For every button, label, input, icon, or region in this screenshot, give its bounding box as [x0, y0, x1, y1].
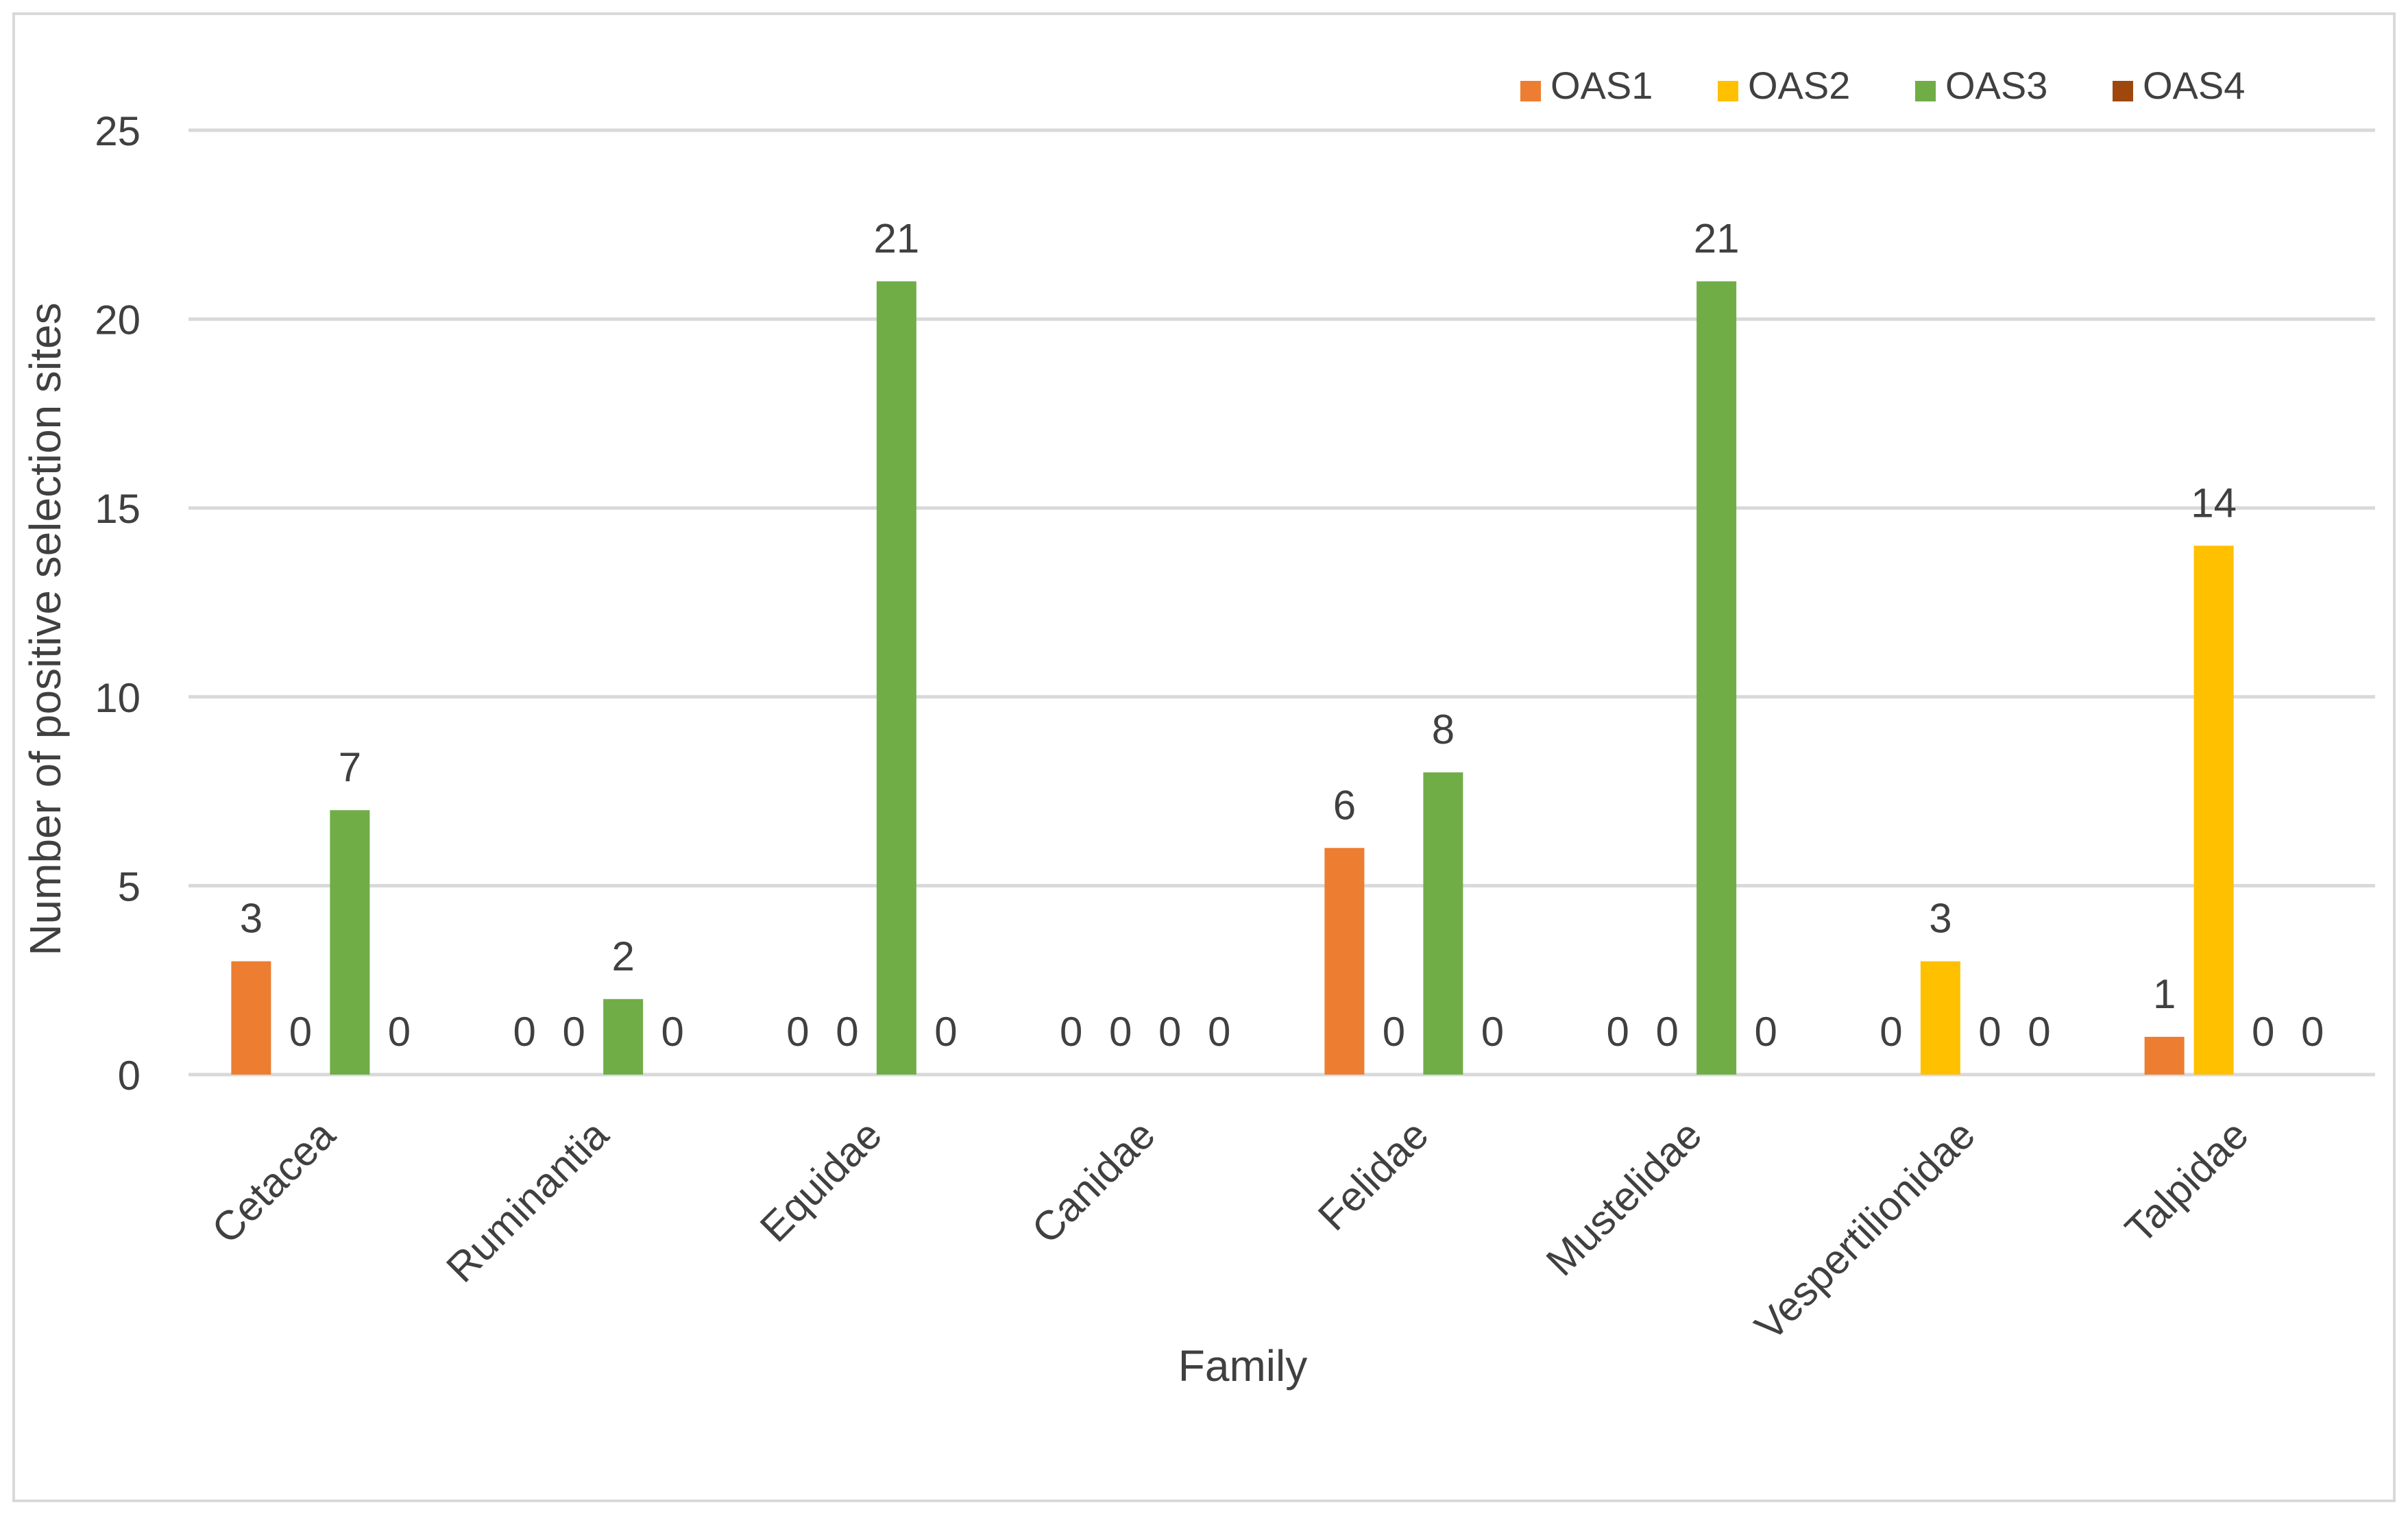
data-label: 0: [513, 1009, 535, 1055]
bar-oas2-talpidae: [2193, 546, 2234, 1075]
bar-oas3-mustelidae: [1696, 281, 1737, 1075]
bar-oas2-vespertilionidae: [1920, 961, 1960, 1075]
data-label: 21: [1694, 215, 1740, 261]
data-label: 1: [2153, 971, 2176, 1017]
data-label: 0: [1754, 1009, 1777, 1055]
data-label: 0: [562, 1009, 585, 1055]
y-axis-title: Number of positive selection sites: [21, 302, 70, 955]
data-label: 0: [2028, 1009, 2050, 1055]
data-label: 0: [1978, 1009, 2001, 1055]
legend-swatch-oas2: [1718, 81, 1738, 101]
data-label: 0: [1109, 1009, 1132, 1055]
legend-label-oas1: OAS1: [1550, 64, 1653, 107]
data-label: 0: [836, 1009, 858, 1055]
bar-oas1-cetacea: [231, 961, 271, 1075]
y-tick-label: 25: [95, 108, 141, 154]
data-label: 7: [339, 744, 361, 790]
data-label: 3: [1929, 896, 1951, 942]
legend-swatch-oas1: [1520, 81, 1541, 101]
y-axis-ticks: 0 5 10 15 20 25: [95, 108, 141, 1099]
bar-oas3-cetacea: [330, 810, 370, 1075]
legend-label-oas3: OAS3: [1945, 64, 2047, 107]
bars: [231, 281, 2234, 1075]
data-label: 0: [1481, 1009, 1504, 1055]
data-label: 0: [289, 1009, 312, 1055]
bar-oas3-equidae: [876, 281, 916, 1075]
data-label: 0: [1383, 1009, 1405, 1055]
x-axis-title: Family: [1178, 1341, 1307, 1391]
bar-oas3-felidae: [1423, 772, 1463, 1075]
data-label: 14: [2191, 480, 2237, 526]
data-label: 0: [1655, 1009, 1678, 1055]
y-tick-label: 10: [95, 675, 141, 721]
data-label: 0: [1158, 1009, 1181, 1055]
y-tick-label: 5: [118, 864, 141, 909]
data-label: 0: [934, 1009, 957, 1055]
data-label: 2: [611, 933, 634, 979]
legend: OAS1 OAS2 OAS3 OAS4: [1520, 64, 2245, 107]
data-label: 0: [1606, 1009, 1629, 1055]
data-label: 3: [240, 896, 263, 942]
bar-oas3-ruminantia: [603, 999, 644, 1075]
data-label: 0: [661, 1009, 683, 1055]
y-tick-label: 20: [95, 297, 141, 343]
y-tick-label: 0: [118, 1053, 141, 1099]
data-label: 0: [1060, 1009, 1082, 1055]
bar-oas1-talpidae: [2144, 1036, 2185, 1075]
legend-label-oas4: OAS4: [2143, 64, 2245, 107]
chart-border: [12, 12, 2396, 1502]
data-label: 6: [1333, 782, 1356, 828]
data-label: 0: [2301, 1009, 2324, 1055]
gridlines: [188, 128, 2375, 1077]
bar-oas1-felidae: [1324, 848, 1365, 1075]
data-label: 0: [388, 1009, 411, 1055]
legend-label-oas2: OAS2: [1748, 64, 1850, 107]
legend-swatch-oas4: [2113, 81, 2133, 101]
data-label: 0: [786, 1009, 809, 1055]
data-label: 0: [1208, 1009, 1230, 1055]
data-label: 0: [2252, 1009, 2274, 1055]
data-label: 8: [1432, 707, 1455, 752]
data-label: 0: [1880, 1009, 1902, 1055]
legend-swatch-oas3: [1915, 81, 1936, 101]
data-label: 21: [874, 215, 920, 261]
y-tick-label: 15: [95, 486, 141, 532]
